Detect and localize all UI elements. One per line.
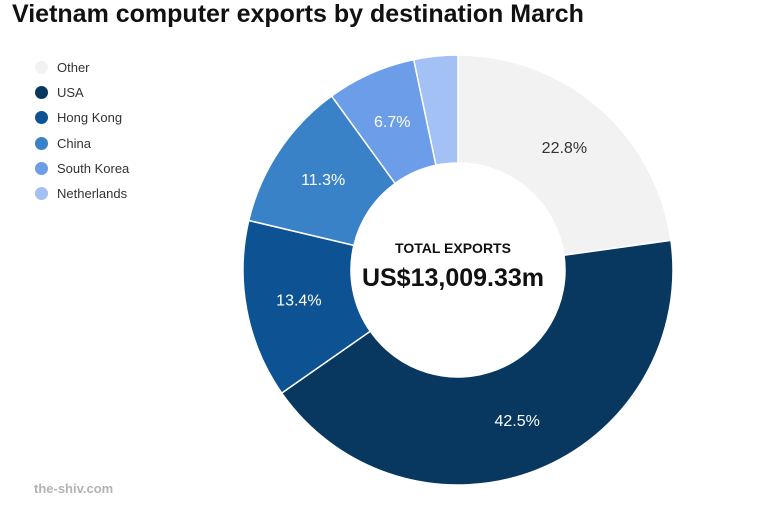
legend-swatch xyxy=(35,111,48,125)
slice-other[interactable] xyxy=(457,54,672,257)
legend-label: Netherlands xyxy=(57,186,128,202)
center-label: TOTAL EXPORTS xyxy=(395,240,511,256)
slice-data-label: 42.5% xyxy=(494,413,539,430)
legend-item[interactable]: Netherlands xyxy=(35,181,129,206)
center-value: US$13,009.33m xyxy=(362,264,544,292)
slice-data-label: 13.4% xyxy=(276,292,321,309)
slice-data-label: 6.7% xyxy=(374,114,410,131)
legend-label: South Korea xyxy=(57,160,130,176)
legend-swatch xyxy=(35,136,48,150)
legend-label: USA xyxy=(57,85,84,101)
legend-item[interactable]: Hong Kong xyxy=(35,105,129,130)
legend-item[interactable]: South Korea xyxy=(35,156,129,181)
slice-netherlands[interactable] xyxy=(412,54,459,167)
slice-usa[interactable] xyxy=(280,239,674,486)
legend-swatch xyxy=(35,187,48,201)
legend-label: China xyxy=(57,135,91,151)
slice-data-label: 22.8% xyxy=(542,140,587,157)
legend: Other USA Hong Kong China South Korea Netherl… xyxy=(35,55,129,206)
legend-label: Other xyxy=(57,60,90,76)
legend-item[interactable]: Other xyxy=(35,55,129,80)
slice-data-label: 11.3% xyxy=(301,172,345,189)
legend-swatch xyxy=(35,86,48,100)
source-credit: the-shiv.com xyxy=(34,481,114,496)
legend-swatch xyxy=(35,61,48,75)
chart-title: Vietnam computer exports by destination … xyxy=(12,0,584,28)
legend-item[interactable]: USA xyxy=(35,80,129,105)
legend-swatch xyxy=(35,161,48,175)
legend-label: Hong Kong xyxy=(57,110,123,126)
legend-item[interactable]: China xyxy=(35,131,129,156)
